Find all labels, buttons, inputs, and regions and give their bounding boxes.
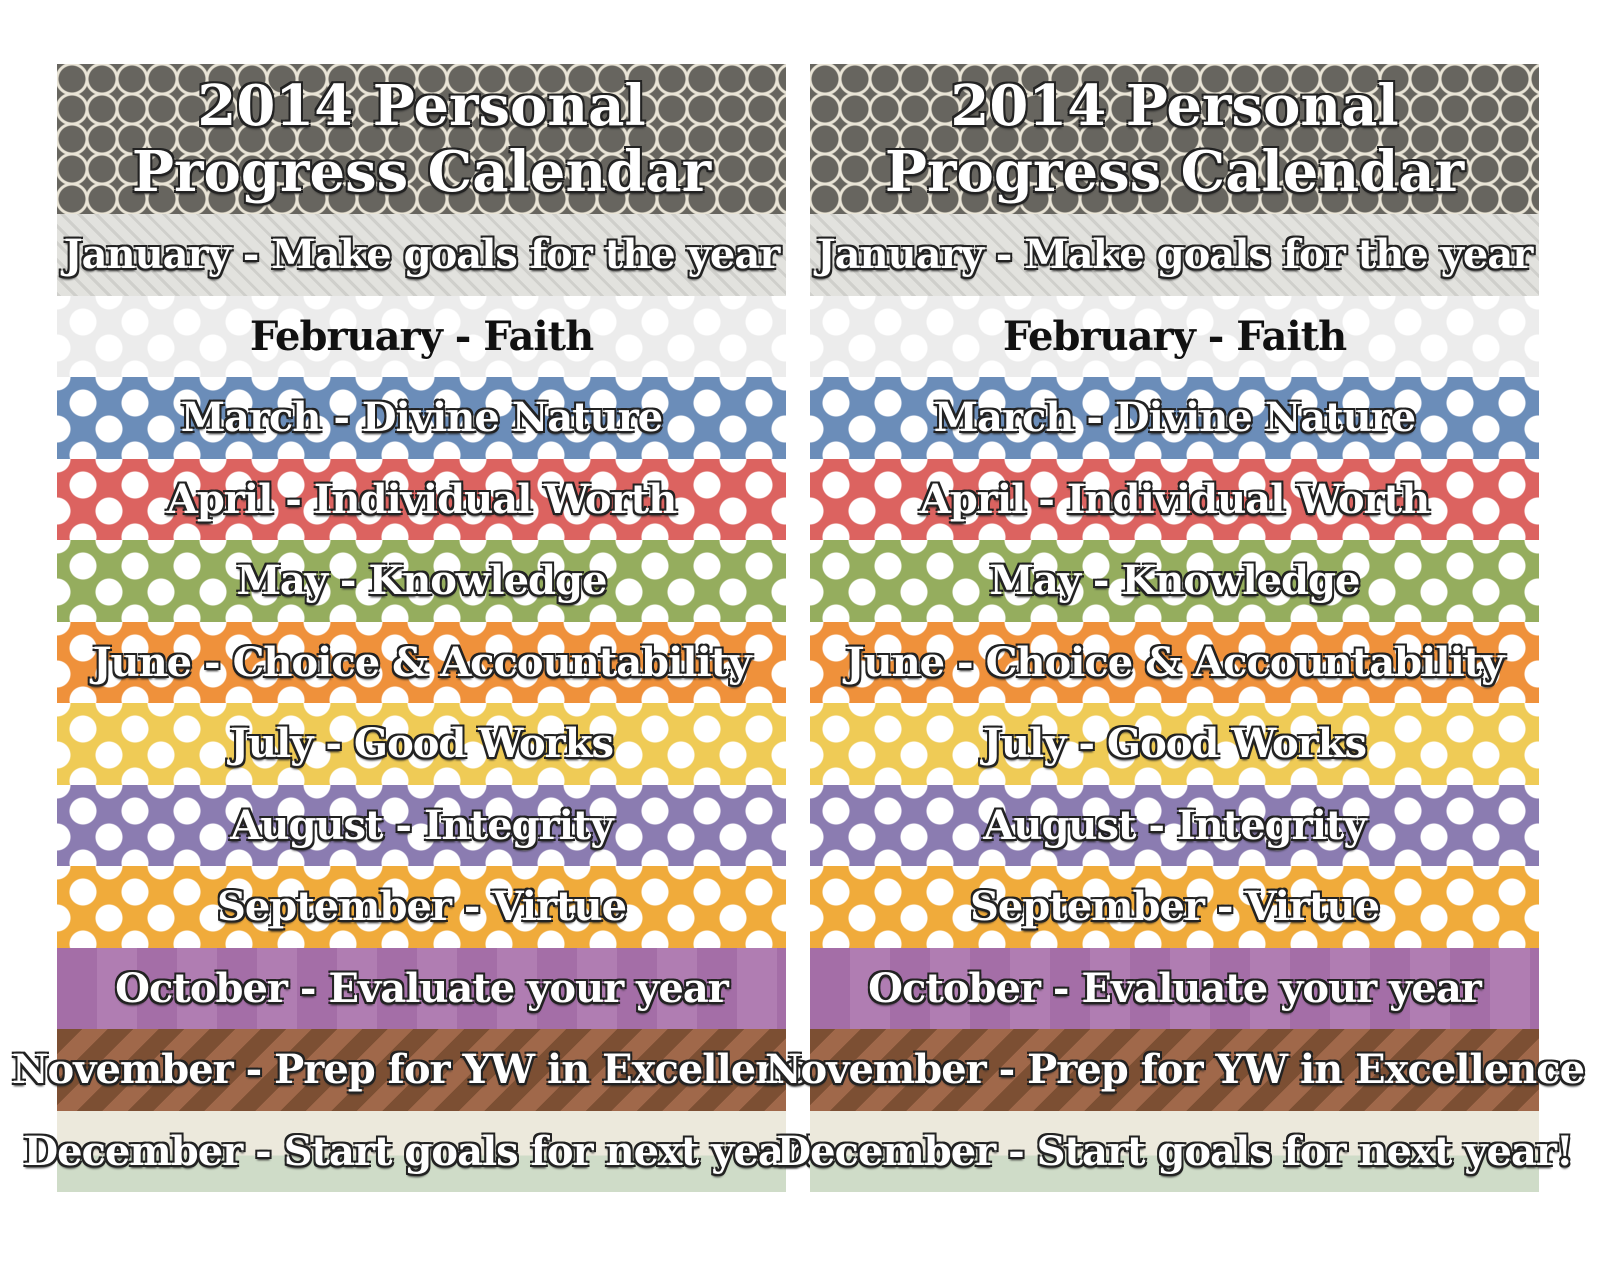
calendar-header: 2014 Personal Progress Calendar — [57, 64, 786, 214]
month-band: February - Faith — [57, 295, 786, 377]
month-band: July - Good Works — [810, 703, 1539, 785]
month-label: December - Start goals for next year! — [776, 1127, 1573, 1175]
month-label: October - Evaluate your year — [868, 964, 1482, 1012]
month-band: September - Virtue — [810, 866, 1539, 948]
month-band: March - Divine Nature — [810, 377, 1539, 459]
month-band: May - Knowledge — [57, 540, 786, 622]
calendar-header: 2014 Personal Progress Calendar — [810, 64, 1539, 214]
month-label: March - Divine Nature — [180, 394, 663, 442]
month-band: April - Individual Worth — [810, 458, 1539, 540]
month-band: August - Integrity — [810, 784, 1539, 866]
month-band: February - Faith — [810, 295, 1539, 377]
month-label: August - Integrity — [983, 801, 1366, 849]
month-label: December - Start goals for next year! — [23, 1127, 820, 1175]
month-band: March - Divine Nature — [57, 377, 786, 459]
month-band: December - Start goals for next year! — [23, 1110, 821, 1192]
calendar-card: 2014 Personal Progress Calendar January -… — [765, 64, 1585, 1192]
month-label: April - Individual Worth — [166, 475, 677, 523]
month-label: November - Prep for YW in Excellence — [764, 1046, 1585, 1094]
month-label: September - Virtue — [969, 883, 1380, 931]
month-band: April - Individual Worth — [57, 458, 786, 540]
month-label: July - Good Works — [230, 720, 614, 768]
month-band: November - Prep for YW in Excellence — [12, 1029, 832, 1111]
month-band: November - Prep for YW in Excellence — [765, 1029, 1585, 1111]
month-label: August - Integrity — [230, 801, 613, 849]
month-band: August - Integrity — [57, 784, 786, 866]
month-band: December - Start goals for next year! — [776, 1110, 1574, 1192]
month-band: June - Choice & Accountability — [57, 621, 786, 703]
month-band: September - Virtue — [57, 866, 786, 948]
month-band: June - Choice & Accountability — [810, 621, 1539, 703]
month-band: October - Evaluate your year — [810, 947, 1539, 1029]
month-band: July - Good Works — [57, 703, 786, 785]
month-label: January - Make goals for the year — [63, 231, 781, 279]
month-label: January - Make goals for the year — [816, 231, 1534, 279]
month-label: April - Individual Worth — [919, 475, 1430, 523]
month-label: July - Good Works — [983, 720, 1367, 768]
month-label: June - Choice & Accountability — [845, 638, 1505, 686]
calendar-card: 2014 Personal Progress Calendar January -… — [12, 64, 832, 1192]
month-label: February - Faith — [1002, 312, 1347, 360]
month-band: October - Evaluate your year — [57, 947, 786, 1029]
calendar-title: 2014 Personal Progress Calendar — [884, 73, 1465, 205]
month-label: June - Choice & Accountability — [92, 638, 752, 686]
calendar-title: 2014 Personal Progress Calendar — [131, 73, 712, 205]
month-label: May - Knowledge — [236, 557, 608, 605]
month-label: March - Divine Nature — [933, 394, 1416, 442]
month-band: January - Make goals for the year — [810, 214, 1539, 296]
month-label: February - Faith — [249, 312, 594, 360]
month-label: November - Prep for YW in Excellence — [11, 1046, 832, 1094]
month-band: May - Knowledge — [810, 540, 1539, 622]
month-label: October - Evaluate your year — [115, 964, 729, 1012]
month-band: January - Make goals for the year — [57, 214, 786, 296]
month-label: May - Knowledge — [989, 557, 1361, 605]
month-label: September - Virtue — [216, 883, 627, 931]
